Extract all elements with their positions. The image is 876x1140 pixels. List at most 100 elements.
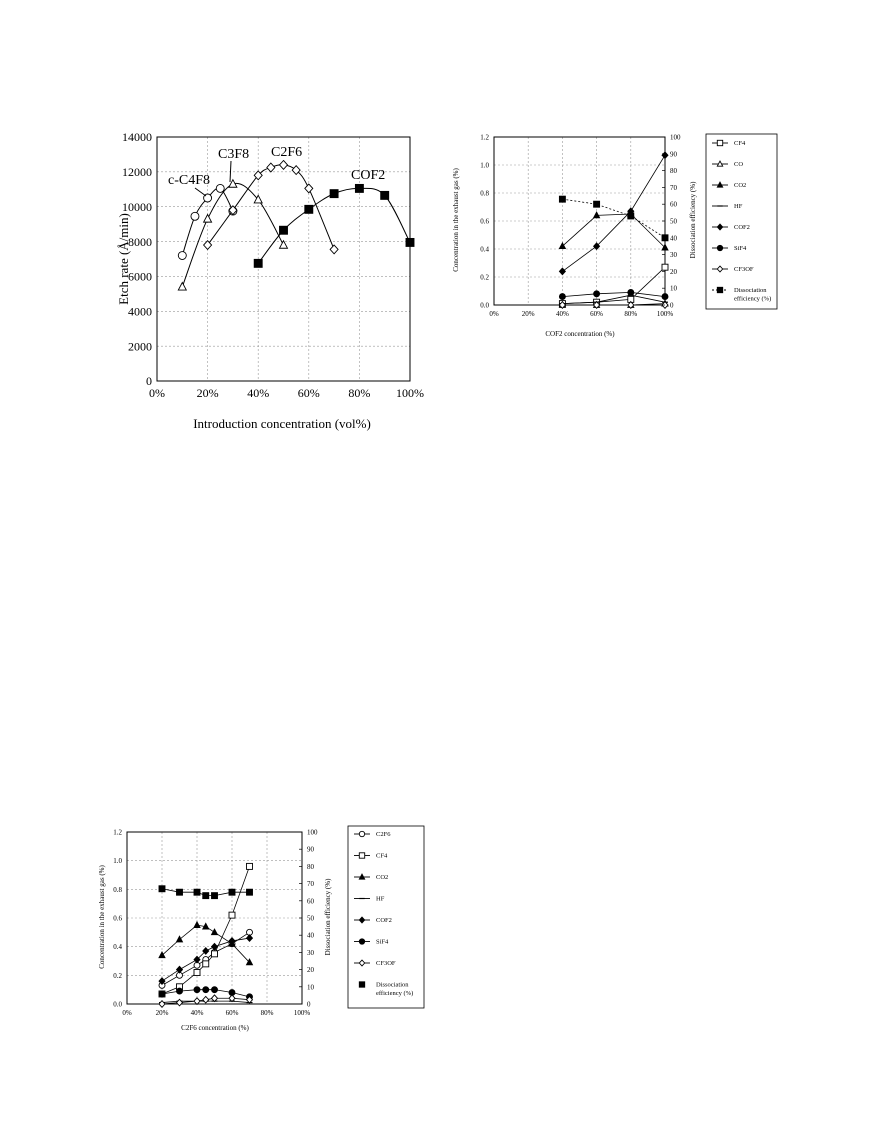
- data-point: [175, 965, 184, 974]
- legend-marker-cf4: [358, 852, 366, 859]
- data-point: [228, 911, 236, 919]
- y2-tick-label: 80: [670, 167, 678, 175]
- plot-area: 0% 20% 40% 60% 80% 100% 0.0 0.2 0.4 0.6 0.8 1.0 1.2 0…: [480, 133, 681, 318]
- data-point: [279, 225, 288, 235]
- annotation-arrow-c3f8: [229, 160, 232, 183]
- legend-label: COF2: [376, 917, 392, 924]
- legend-marker-co: [716, 160, 724, 167]
- x-tick-label: 0%: [122, 1009, 132, 1017]
- data-point: [245, 995, 254, 1004]
- plot-area: 0% 20% 40% 60% 80% 100% 0 2000 4000 6000 8000 10000…: [122, 130, 424, 400]
- data-point: [593, 290, 601, 298]
- series-line: [562, 294, 666, 304]
- grid-lines: [494, 137, 665, 305]
- x-tick-label: 40%: [556, 310, 569, 318]
- x-axis-label: COF2 concentration (%): [545, 330, 615, 338]
- data-point: [253, 170, 263, 181]
- data-point: [304, 183, 314, 194]
- series-label-cof2: COF2: [351, 168, 385, 183]
- y-tick-label: 1.2: [480, 133, 489, 141]
- legend-marker-co2: [716, 181, 724, 188]
- data-point: [158, 977, 166, 986]
- data-point: [627, 288, 635, 296]
- y-tick-label: 1.0: [480, 161, 489, 169]
- data-point: [176, 888, 183, 896]
- data-point: [211, 950, 218, 958]
- y2-tick-label: 40: [307, 932, 315, 940]
- y2-tick-label: 20: [307, 966, 315, 974]
- series-cof2: [158, 934, 254, 986]
- data-point: [592, 242, 601, 251]
- series-cf4: [158, 862, 253, 998]
- data-point: [558, 267, 567, 276]
- legend-marker-cof2: [358, 916, 366, 924]
- data-point: [661, 243, 669, 251]
- legend-marker-dissociation-efficiency: [358, 981, 366, 988]
- x-tick-label: 100%: [657, 310, 674, 318]
- legend-label: CF4: [376, 853, 388, 860]
- y-tick-label: 1.2: [113, 828, 122, 836]
- x-axis-label: C2F6 concentration (%): [181, 1024, 249, 1032]
- data-point: [175, 935, 184, 943]
- series-cf3of: [158, 994, 254, 1008]
- data-point: [202, 239, 213, 251]
- legend-items: C2F6 CF4 CO2 HF COF2 SiF4 CF3OF Dissociationeff…: [354, 830, 413, 997]
- legend-label: HF: [376, 896, 385, 903]
- x-tick-label: 60%: [590, 310, 603, 318]
- data-point: [246, 862, 253, 870]
- x-tick-label: 60%: [226, 1009, 239, 1017]
- legend-label: C2F6: [376, 831, 391, 838]
- y-tick-label: 0.2: [113, 972, 122, 980]
- data-point: [593, 200, 601, 208]
- legend-label: CF3OF: [376, 960, 396, 967]
- data-point: [253, 194, 263, 204]
- x-tick-label: 0%: [489, 310, 499, 318]
- data-point: [193, 955, 201, 964]
- y2-tick-label: 80: [307, 863, 315, 871]
- grid-lines: [127, 832, 302, 1004]
- y2-tick-label: 50: [307, 914, 315, 922]
- y-tick-label: 10000: [122, 200, 152, 214]
- y-tick-label: 12000: [122, 165, 152, 179]
- y2-tick-label: 100: [670, 133, 681, 141]
- y-tick-label: 0.6: [480, 217, 489, 225]
- data-point: [592, 301, 601, 309]
- x-tick-label: 0%: [149, 386, 165, 400]
- x-tick-label: 100%: [294, 1009, 311, 1017]
- data-point: [202, 995, 210, 1004]
- data-point: [228, 994, 236, 1003]
- data-point: [202, 892, 210, 900]
- y2-tick-label: 0: [307, 1000, 311, 1008]
- y-tick-label: 4000: [128, 304, 152, 318]
- legend-label: CO: [734, 161, 743, 168]
- data-point: [158, 885, 166, 893]
- data-point: [177, 281, 188, 291]
- data-point: [193, 920, 201, 929]
- data-point: [661, 263, 669, 271]
- data-point: [627, 301, 635, 309]
- y2-tick-label: 0: [670, 301, 674, 309]
- plot-frame: [156, 136, 411, 382]
- data-point: [253, 258, 263, 268]
- legend-label: CO2: [734, 182, 746, 189]
- data-point: [558, 293, 566, 301]
- legend-label: Dissociation: [376, 982, 409, 989]
- data-point: [202, 213, 213, 223]
- legend-marker-c2f6: [358, 830, 366, 838]
- legend-marker-sif4: [716, 244, 724, 252]
- legend-label: COF2: [734, 224, 750, 231]
- y2-tick-label: 70: [670, 184, 678, 192]
- legend: CF4 CO CO2 HF COF2 SiF4 CF3OF Dissociation effic…: [705, 133, 778, 310]
- data-point: [245, 934, 254, 943]
- legend-label: CF4: [734, 140, 746, 147]
- y-tick-label: 1.0: [113, 857, 122, 865]
- y2-tick-label: 30: [670, 251, 678, 259]
- series-sif4: [158, 986, 253, 1001]
- legend-marker-cof2: [716, 223, 724, 231]
- y-tick-label: 0.2: [480, 273, 489, 281]
- tick-layer: 0% 20% 40% 60% 80% 100% 0.0 0.2 0.4 0.6 0.8 1.0 1.2 0…: [480, 133, 681, 318]
- y-tick-label: 0.8: [480, 189, 489, 197]
- y2-axis-label: Dissociation efficiency (%): [324, 878, 332, 956]
- data-point: [627, 212, 635, 220]
